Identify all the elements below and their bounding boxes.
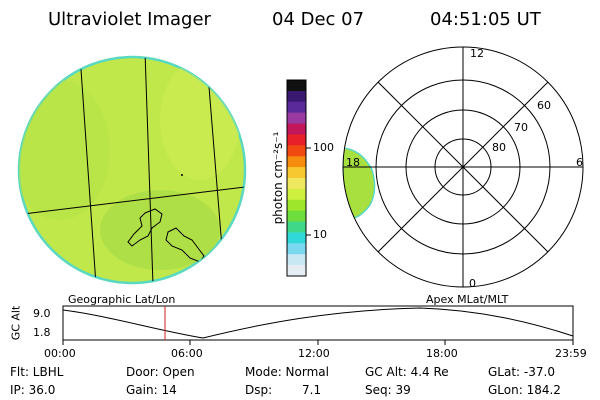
x-tick-1200: 12:00: [298, 347, 330, 360]
colorbar-tick-100: 100: [313, 141, 334, 154]
colorbar-unit-label: photon cm⁻²s⁻¹: [271, 131, 285, 225]
colorbar-cell: [287, 112, 306, 125]
x-tick-2359: 23:59: [555, 347, 587, 360]
lat-label-70: 70: [514, 121, 528, 134]
colorbar-cell: [287, 199, 306, 212]
gc-alt-info: GC Alt: 4.4 Re: [365, 365, 449, 379]
timeline-left-title: Geographic Lat/Lon: [68, 293, 176, 306]
instrument-title: Ultraviolet Imager: [48, 9, 211, 30]
colorbar-cell: [287, 156, 306, 168]
mode-info: Mode: Normal: [245, 365, 329, 379]
ip-info: IP: 36.0: [10, 383, 56, 397]
polar-plot: [342, 46, 584, 288]
lat-label-80: 80: [492, 141, 506, 154]
colorbar-cell: [287, 188, 306, 201]
seq-info: Seq: 39: [365, 383, 411, 397]
lat-label-60: 60: [537, 99, 551, 112]
colorbar-tick-10: 10: [313, 228, 327, 241]
glon-info: GLon: 184.2: [488, 383, 561, 397]
dsp-label: Dsp:: [245, 383, 273, 397]
time-label: 04:51:05 UT: [430, 9, 541, 30]
colorbar-cell: [287, 221, 306, 233]
colorbar-cell: [287, 178, 306, 190]
y-tick-high: 9.0: [33, 307, 51, 320]
colorbar-cell: [287, 145, 306, 157]
door-info: Door: Open: [126, 365, 195, 379]
colorbar-cell: [287, 254, 306, 266]
gain-info: Gain: 14: [126, 383, 177, 397]
colorbar-cell: [287, 90, 306, 103]
y-tick-low: 1.8: [33, 326, 51, 339]
altitude-timeline: [62, 305, 574, 345]
dsp-value: 7.1: [302, 383, 322, 397]
timeline-axis-label: GC Alt: [9, 305, 23, 341]
colorbar-cell: [287, 232, 306, 244]
colorbar-cell: [287, 210, 306, 223]
mlt-label-0: 0: [469, 277, 476, 290]
colorbar-cell: [287, 134, 306, 146]
altitude-curve: [62, 307, 574, 339]
mlt-label-18: 18: [346, 156, 360, 169]
mlt-label-6: 6: [576, 156, 583, 169]
colorbar-cell: [287, 265, 306, 277]
timeline-right-title: Apex MLat/MLT: [426, 293, 509, 306]
colorbar-cell: [287, 80, 306, 92]
x-tick-1800: 18:00: [426, 347, 458, 360]
glat-info: GLat: -37.0: [488, 365, 555, 379]
colorbar-cell: [287, 123, 306, 135]
colorbar-cell: [287, 101, 306, 114]
colorbar: [286, 79, 311, 277]
colorbar-cell: [287, 167, 306, 179]
mlt-label-12: 12: [470, 47, 484, 60]
colorbar-cell: [287, 243, 306, 255]
date-label: 04 Dec 07: [272, 9, 365, 30]
x-tick-0000: 00:00: [44, 347, 76, 360]
x-tick-0600: 06:00: [171, 347, 203, 360]
filter-info: Flt: LBHL: [10, 365, 64, 379]
geographic-image: [17, 55, 247, 285]
aurora-patch: [343, 147, 376, 219]
